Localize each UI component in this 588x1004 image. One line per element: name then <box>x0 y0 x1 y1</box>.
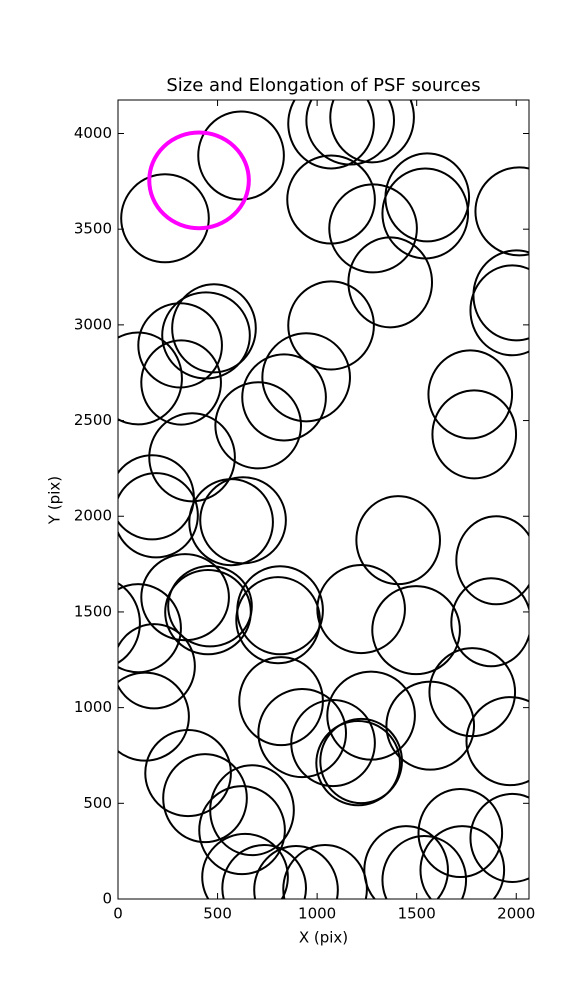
psf-ellipse <box>328 183 418 274</box>
x-tick-label: 1500 <box>398 905 436 923</box>
psf-ellipse <box>118 582 141 664</box>
psf-ellipse <box>316 564 406 655</box>
reference-circle <box>147 130 251 231</box>
y-tick-label: 1000 <box>74 698 112 716</box>
x-tick-label: 0 <box>113 905 123 923</box>
x-tick-label: 2000 <box>497 905 535 923</box>
axes: 0 500 1000 1500 2000 0 500 1000 1500 2000 2500 3000… <box>74 100 535 923</box>
y-tick-label: 1500 <box>74 602 112 620</box>
psf-ellipse <box>431 389 518 480</box>
psf-ellipse <box>209 764 295 857</box>
psf-ellipse <box>450 577 529 668</box>
psf-ellipse <box>329 100 415 164</box>
psf-ellipse <box>465 696 529 787</box>
psf-ellipse <box>118 331 183 426</box>
psf-ellipse <box>469 792 529 883</box>
psf-ellipse <box>363 825 449 899</box>
psf-ellipse <box>427 349 514 440</box>
psf-ellipse <box>282 844 368 899</box>
psf-ellipse <box>315 720 401 807</box>
plot-frame <box>117 99 530 900</box>
psf-ellipse <box>287 280 375 371</box>
psf-ellipse <box>144 729 232 818</box>
psf-ellipse <box>201 832 289 899</box>
psf-ellipse <box>290 698 376 788</box>
psf-ellipse <box>197 110 285 201</box>
y-tick-label: 3500 <box>74 220 112 238</box>
psf-ellipse <box>199 476 287 565</box>
psf-ellipse <box>118 472 199 559</box>
psf-ellipse <box>198 785 286 876</box>
psf-ellipse <box>287 100 375 170</box>
psf-ellipse <box>118 623 196 710</box>
y-tick-label: 2500 <box>74 411 112 429</box>
y-tick-label: 0 <box>102 890 112 908</box>
psf-ellipse <box>214 381 302 470</box>
y-tick-label: 4000 <box>74 124 112 142</box>
psf-ellipse <box>257 688 348 779</box>
psf-ellipse <box>140 339 222 426</box>
psf-ellipse <box>455 515 529 606</box>
psf-ellipse <box>474 166 529 257</box>
psf-ellipse <box>167 565 253 648</box>
y-tick-label: 500 <box>83 794 112 812</box>
psf-ellipse <box>469 264 529 357</box>
psf-ellipse <box>428 647 517 738</box>
psf-ellipse <box>148 412 236 503</box>
psf-ellipse <box>253 845 339 899</box>
psf-ellipse <box>381 835 468 899</box>
chart-title: Size and Elongation of PSF sources <box>166 75 480 96</box>
psf-ellipse <box>241 353 327 442</box>
x-tick-label: 1000 <box>298 905 336 923</box>
y-tick-label: 3000 <box>74 315 112 333</box>
psf-ellipse <box>120 173 210 264</box>
psf-ellipse <box>305 100 395 166</box>
y-axis-label: Y (pix) <box>46 476 64 525</box>
y-tick-label: 2000 <box>74 507 112 525</box>
psf-ellipse <box>118 671 190 762</box>
psf-ellipse <box>371 585 461 676</box>
psf-ellipse <box>221 844 307 899</box>
psf-ellipse <box>164 569 252 656</box>
psf-ellipse <box>347 236 434 329</box>
psf-ellipse <box>171 283 257 374</box>
psf-ellipse <box>162 753 248 844</box>
plot-area <box>118 100 529 899</box>
psf-ellipse <box>261 332 351 423</box>
psf-ellipse <box>235 576 321 665</box>
psf-ellipse <box>419 825 506 899</box>
psf-ellipse <box>137 302 223 389</box>
psf-ellipse <box>417 787 504 878</box>
x-axis-label: X (pix) <box>299 929 348 947</box>
psf-ellipse <box>319 717 403 805</box>
x-tick-label: 500 <box>203 905 232 923</box>
